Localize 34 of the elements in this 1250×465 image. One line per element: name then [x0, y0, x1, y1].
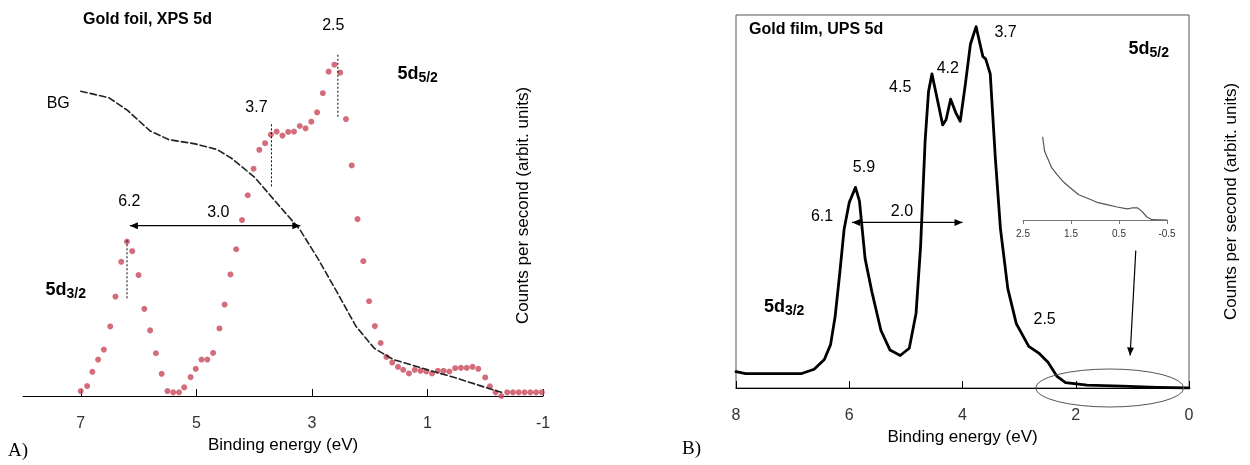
x-axis-title: Binding energy (eV) — [887, 427, 1038, 446]
x-tick-label: 5 — [191, 413, 201, 431]
x-tick-label: 1 — [422, 413, 432, 431]
x-tick-label: 0 — [1184, 405, 1194, 423]
annotation: 5.9 — [852, 157, 876, 175]
text: B) — [682, 437, 701, 459]
x-tick-label: -1 — [535, 413, 551, 431]
annotation: 2.5 — [1033, 309, 1056, 327]
chart-title: Gold film, UPS 5d — [749, 19, 884, 37]
chart-title: Gold foil, XPS 5d — [83, 9, 212, 27]
x-tick-label: 3 — [307, 413, 317, 431]
y-axis-title: Counts per second (arbit. units) — [1220, 82, 1240, 321]
x-axis-title: Binding energy (eV) — [207, 435, 359, 454]
annotation: 4.2 — [936, 59, 959, 77]
x-tick-label: 7 — [76, 413, 86, 431]
x-tick-label: 6 — [844, 405, 854, 423]
annotation: 3.7 — [245, 97, 268, 115]
text: A) — [8, 439, 29, 461]
annotation: 2.0 — [890, 202, 914, 220]
annotation: 3.0 — [207, 202, 230, 220]
text: 2.5 — [322, 16, 345, 34]
annotation: BG — [46, 93, 70, 111]
y-axis-title: Counts per second (arbit. units) — [512, 86, 532, 325]
x-tick-label: 4 — [958, 405, 968, 423]
annotation: 6.2 — [118, 192, 141, 210]
annotation: 4.5 — [889, 77, 912, 95]
x-tick-label: 2 — [1071, 405, 1081, 423]
x-tick-label: 1.5 — [1064, 227, 1079, 239]
x-tick-label: -0.5 — [1158, 227, 1177, 239]
x-tick-label: 0.5 — [1112, 227, 1127, 239]
x-tick-label: 2.5 — [1016, 227, 1031, 239]
annotation: 3.7 — [994, 22, 1017, 40]
annotation: 6.1 — [810, 206, 834, 224]
x-tick-label: 8 — [731, 405, 741, 423]
